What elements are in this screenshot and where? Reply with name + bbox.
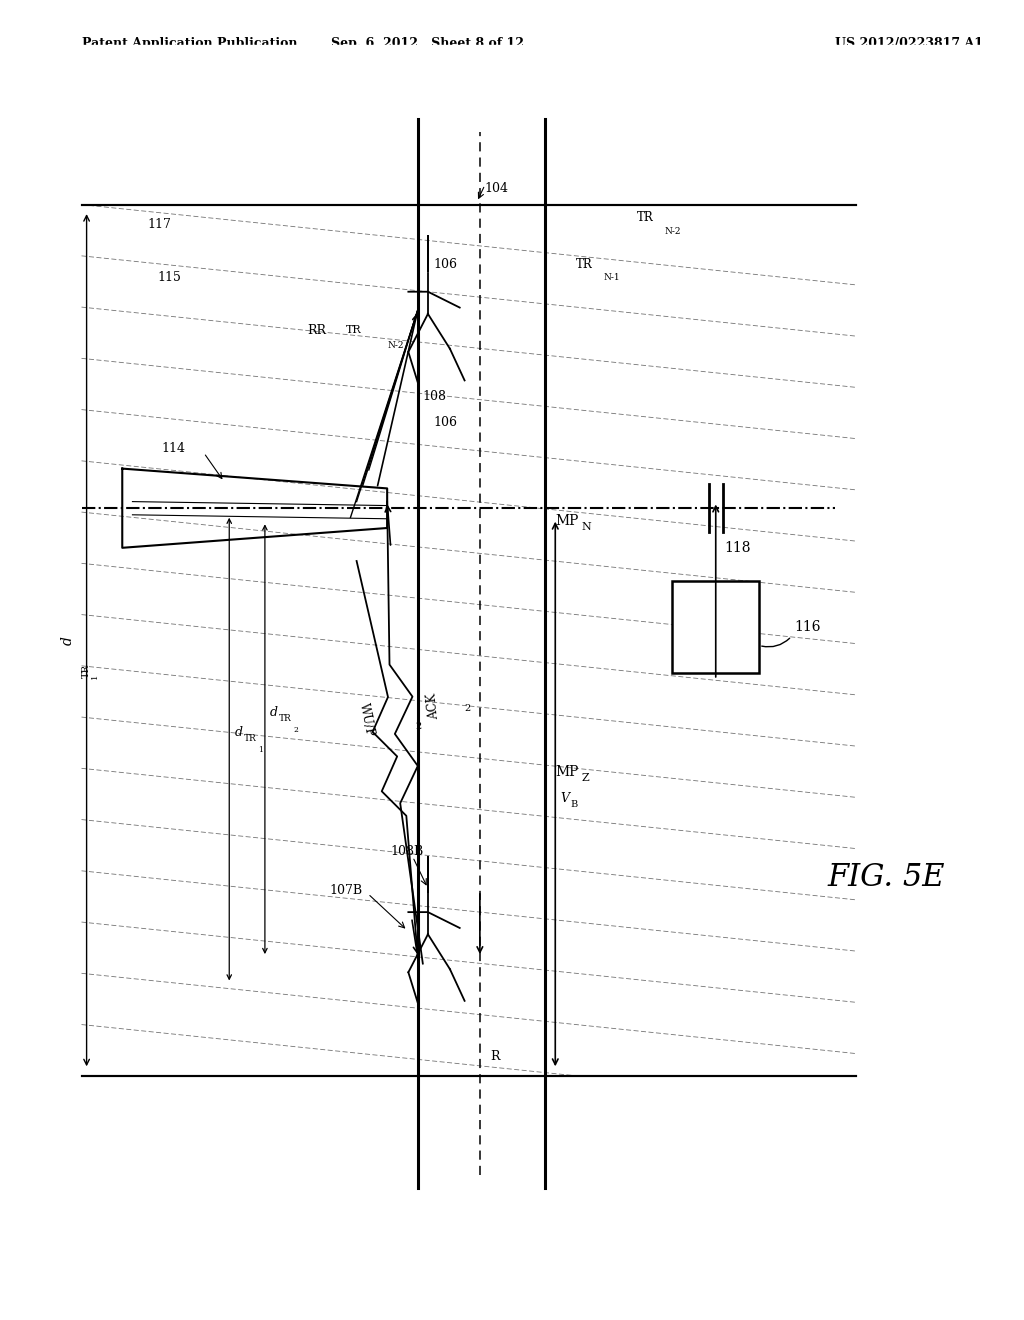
Text: Z: Z bbox=[582, 772, 590, 783]
Text: 107B: 107B bbox=[330, 884, 362, 898]
Text: 2: 2 bbox=[294, 726, 298, 734]
Text: N-1: N-1 bbox=[603, 273, 620, 282]
Text: MP: MP bbox=[555, 766, 579, 779]
Text: 115: 115 bbox=[158, 271, 182, 284]
Text: US 2012/0223817 A1: US 2012/0223817 A1 bbox=[836, 37, 983, 50]
Bar bbox=[0, 1077, 1019, 1320]
Text: 114: 114 bbox=[161, 442, 185, 455]
Text: d: d bbox=[60, 636, 75, 644]
Text: 108B: 108B bbox=[391, 845, 424, 858]
Text: 104: 104 bbox=[484, 182, 508, 195]
Text: WU/P: WU/P bbox=[356, 701, 376, 738]
Text: RR: RR bbox=[307, 323, 326, 337]
Text: ACK: ACK bbox=[425, 693, 441, 719]
Text: 2: 2 bbox=[464, 704, 470, 713]
Text: TR: TR bbox=[82, 664, 90, 678]
Bar bbox=[673, 581, 759, 673]
Text: MP: MP bbox=[555, 515, 579, 528]
Text: 1: 1 bbox=[258, 746, 262, 754]
Text: d: d bbox=[270, 706, 278, 719]
Text: 116: 116 bbox=[795, 620, 821, 634]
Text: 106: 106 bbox=[433, 257, 457, 271]
Text: N-2: N-2 bbox=[387, 341, 403, 350]
Text: TR: TR bbox=[280, 714, 292, 723]
Text: TR: TR bbox=[575, 257, 593, 271]
Text: 1: 1 bbox=[91, 673, 98, 678]
Text: d: d bbox=[234, 726, 243, 739]
Text: Sep. 6, 2012   Sheet 8 of 12: Sep. 6, 2012 Sheet 8 of 12 bbox=[332, 37, 524, 50]
Text: 106: 106 bbox=[433, 416, 457, 429]
Text: TR: TR bbox=[244, 734, 256, 743]
Text: B: B bbox=[570, 800, 578, 809]
Text: R: R bbox=[490, 1049, 500, 1063]
Text: N: N bbox=[582, 521, 592, 532]
Text: TR: TR bbox=[346, 325, 361, 335]
Text: V: V bbox=[560, 792, 569, 805]
Text: 117: 117 bbox=[147, 218, 172, 231]
Bar bbox=[0, 45, 1019, 203]
Text: 108: 108 bbox=[423, 389, 446, 403]
Text: 118: 118 bbox=[724, 541, 751, 556]
Text: N-2: N-2 bbox=[665, 227, 681, 236]
Text: 2: 2 bbox=[416, 722, 422, 731]
Text: TR: TR bbox=[637, 211, 653, 224]
Text: FIG. 5E: FIG. 5E bbox=[827, 862, 945, 894]
Text: Patent Application Publication: Patent Application Publication bbox=[82, 37, 297, 50]
